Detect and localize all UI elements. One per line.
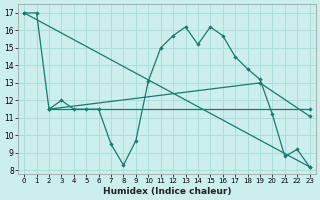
X-axis label: Humidex (Indice chaleur): Humidex (Indice chaleur) xyxy=(103,187,231,196)
